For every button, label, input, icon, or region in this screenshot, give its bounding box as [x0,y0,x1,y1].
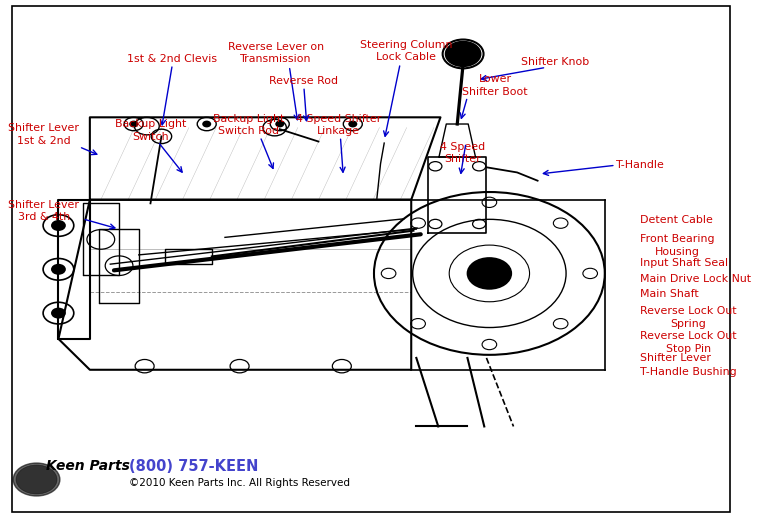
Circle shape [467,258,511,289]
Circle shape [276,121,283,126]
Text: T-Handle Bushing: T-Handle Bushing [640,367,736,377]
Text: 4 Speed Shifter
Linkage: 4 Speed Shifter Linkage [296,114,381,136]
Text: (800) 757-KEEN: (800) 757-KEEN [129,458,258,473]
Circle shape [52,265,65,274]
Text: Reverse Rod: Reverse Rod [270,76,338,87]
Text: Reverse Lock Out
Spring: Reverse Lock Out Spring [640,307,736,329]
Text: Shifter Lever
3rd & 4th: Shifter Lever 3rd & 4th [8,199,79,222]
Text: Lower
Shifter Boot: Lower Shifter Boot [462,74,528,97]
Text: T-Handle: T-Handle [616,160,665,170]
Text: Detent Cable: Detent Cable [640,215,713,225]
Circle shape [349,121,357,126]
Text: Backup Light
Switch Rod: Backup Light Switch Rod [213,114,284,136]
Text: Shifter Lever: Shifter Lever [640,353,711,363]
Text: Main Shaft: Main Shaft [640,289,698,299]
Text: Reverse Lever on
Transmission: Reverse Lever on Transmission [228,42,324,64]
Circle shape [52,308,65,318]
Text: Main Drive Lock Nut: Main Drive Lock Nut [640,275,751,284]
Text: Shifter Knob: Shifter Knob [521,57,589,67]
Circle shape [16,465,57,494]
Text: Input Shaft Seal: Input Shaft Seal [640,258,728,268]
Text: 1st & 2nd Clevis: 1st & 2nd Clevis [127,54,217,64]
Text: ©2010 Keen Parts Inc. All Rights Reserved: ©2010 Keen Parts Inc. All Rights Reserve… [129,478,350,488]
Text: Shifter Lever
1st & 2nd: Shifter Lever 1st & 2nd [8,123,79,146]
Text: Keen Parts: Keen Parts [46,459,130,473]
Text: 4 Speed
Shifter: 4 Speed Shifter [440,141,485,164]
Circle shape [52,221,65,230]
Text: Reverse Lock Out
Stop Pin: Reverse Lock Out Stop Pin [640,331,736,353]
Text: Backup Light
Switch: Backup Light Switch [115,119,186,141]
Circle shape [13,463,60,496]
Text: Steering Column
Lock Cable: Steering Column Lock Cable [360,40,452,62]
Text: Front Bearing
Housing: Front Bearing Housing [640,234,715,257]
Circle shape [130,121,137,126]
Circle shape [203,121,210,126]
Circle shape [446,41,480,66]
